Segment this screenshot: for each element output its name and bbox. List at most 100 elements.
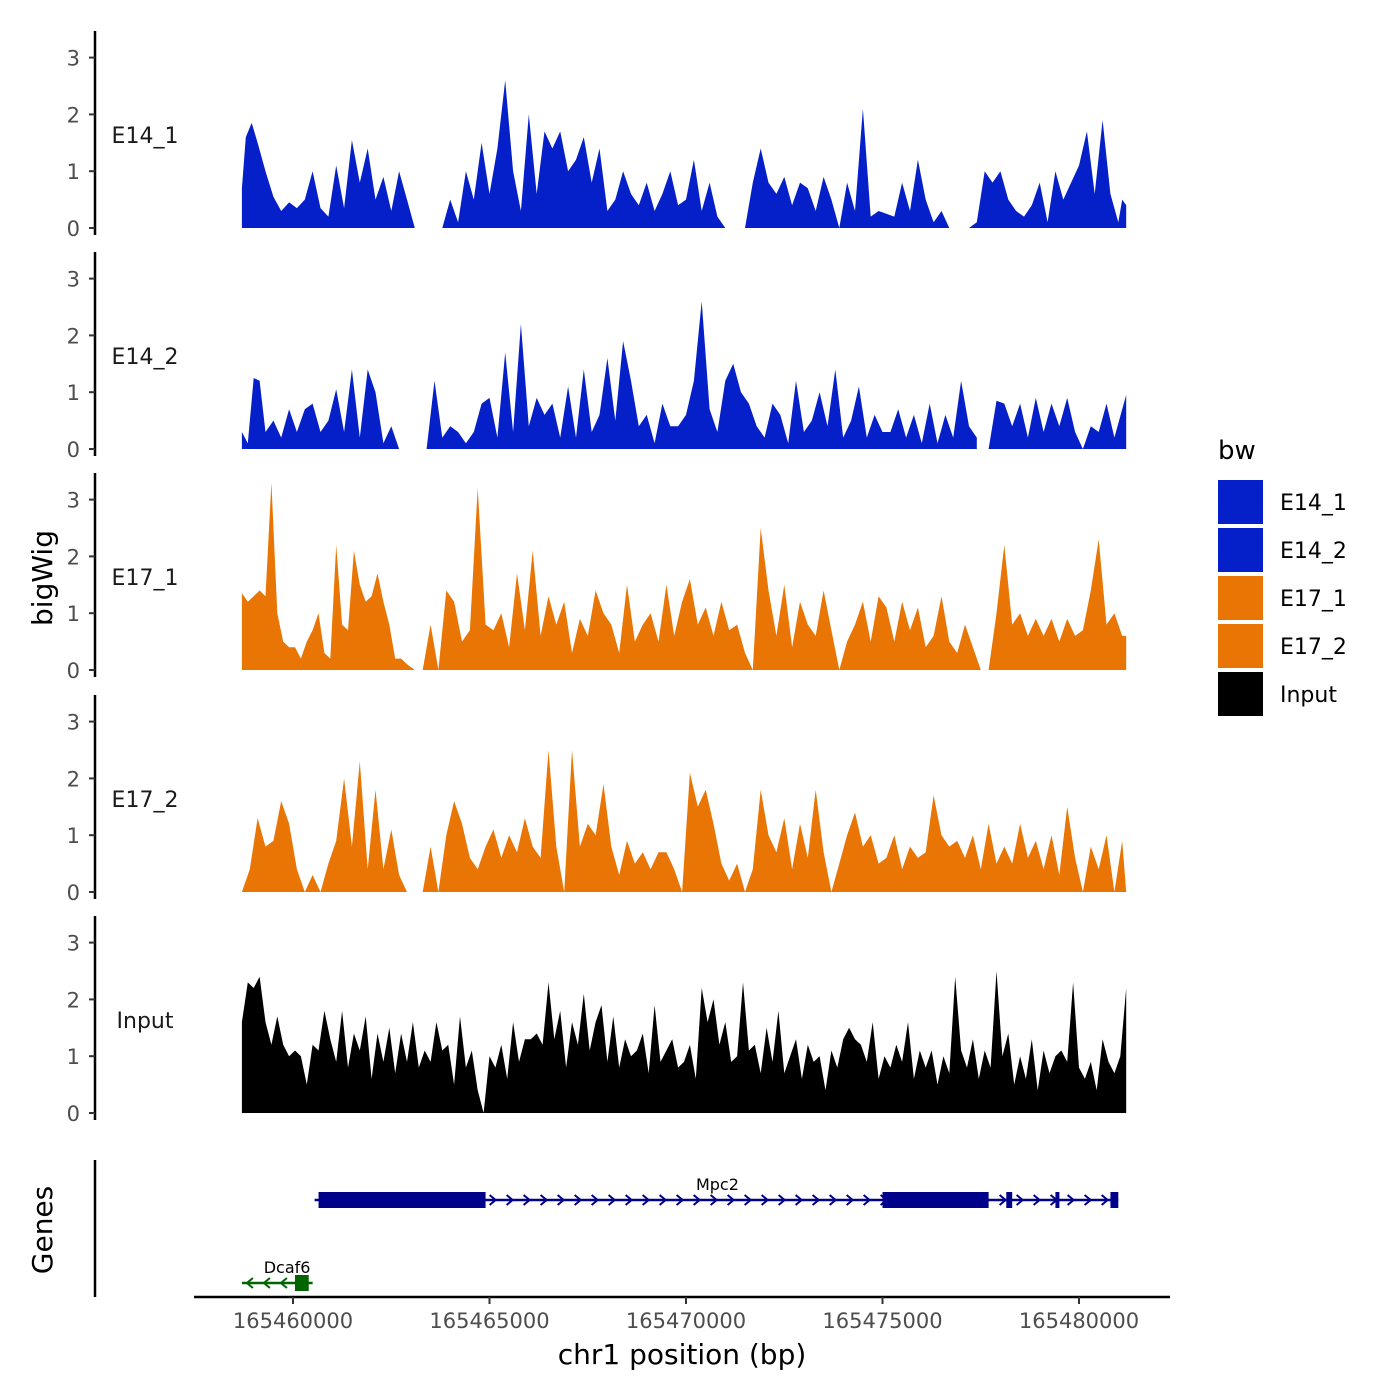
x-tick-label: 165475000 xyxy=(822,1309,942,1333)
strand-chevron xyxy=(590,1194,600,1206)
y-tick-label: 1 xyxy=(67,381,80,405)
x-tick-label: 165470000 xyxy=(626,1309,746,1333)
signal-area-E17_1 xyxy=(422,488,981,670)
y-tick-label: 2 xyxy=(67,767,80,791)
signal-area-E14_1 xyxy=(969,120,1127,228)
strand-chevron xyxy=(675,1194,685,1206)
strand-chevron xyxy=(262,1277,271,1289)
strand-chevron xyxy=(1066,1194,1076,1206)
strand-chevron xyxy=(556,1194,566,1206)
signal-area-E14_1 xyxy=(241,122,415,228)
exon-block xyxy=(294,1275,309,1291)
x-tick-label: 165465000 xyxy=(429,1309,549,1333)
exon-block xyxy=(1055,1192,1060,1208)
genes-axis-title: Genes xyxy=(26,1186,59,1274)
x-tick-label: 165460000 xyxy=(233,1309,353,1333)
y-tick-label: 2 xyxy=(67,103,80,127)
exon-block xyxy=(882,1192,989,1208)
strand-chevron xyxy=(862,1194,872,1206)
legend-swatch xyxy=(1218,624,1263,668)
legend-label: E17_1 xyxy=(1280,587,1347,612)
strand-chevron xyxy=(760,1194,770,1206)
y-tick-label: 2 xyxy=(67,988,80,1012)
track-label: E17_2 xyxy=(112,788,179,813)
x-axis-title: chr1 position (bp) xyxy=(558,1338,807,1371)
strand-chevron xyxy=(1083,1194,1093,1206)
gene-label: Dcaf6 xyxy=(264,1258,311,1277)
signal-area-Input xyxy=(241,971,1127,1113)
y-tick-label: 3 xyxy=(67,711,80,735)
exon-block xyxy=(318,1192,486,1208)
y-tick-label: 0 xyxy=(67,1102,80,1126)
y-tick-label: 1 xyxy=(67,160,80,184)
signal-area-E17_1 xyxy=(988,539,1127,670)
y-tick-label: 3 xyxy=(67,932,80,956)
strand-chevron xyxy=(1100,1194,1110,1206)
strand-chevron xyxy=(777,1194,787,1206)
gene-label: Mpc2 xyxy=(696,1175,739,1194)
x-axis: 165460000 165465000 165470000 165475000 1654… xyxy=(194,1295,1170,1333)
track-label: E14_2 xyxy=(112,345,179,370)
strand-chevron xyxy=(624,1194,634,1206)
y-tick-label: 3 xyxy=(67,268,80,292)
legend-swatch xyxy=(1218,528,1263,572)
strand-chevron xyxy=(794,1194,804,1206)
legend-label: E14_1 xyxy=(1280,491,1347,516)
y-tick-label: 1 xyxy=(67,602,80,626)
y-tick-label: 1 xyxy=(67,824,80,848)
track-label: Input xyxy=(117,1009,174,1034)
signal-area-E14_2 xyxy=(988,395,1127,449)
exon-block xyxy=(1006,1192,1013,1208)
strand-chevron xyxy=(743,1194,753,1206)
legend-item-E17_1: E17_1 xyxy=(1218,576,1347,620)
y-tick-label: 1 xyxy=(67,1045,80,1069)
legend-item-E17_2: E17_2 xyxy=(1218,624,1347,668)
track-E14_2: 0 1 2 3 E14_2 xyxy=(67,252,1127,462)
x-tick-label: 165480000 xyxy=(1019,1309,1139,1333)
strand-chevron xyxy=(811,1194,821,1206)
strand-chevron xyxy=(607,1194,617,1206)
y-tick-label: 0 xyxy=(67,881,80,905)
strand-chevron xyxy=(998,1194,1008,1206)
strand-chevron xyxy=(828,1194,838,1206)
exon-block xyxy=(1110,1192,1119,1208)
signal-area-E14_2 xyxy=(426,301,977,449)
gene-Mpc2: Mpc2 xyxy=(314,1175,1119,1208)
legend-label: E17_2 xyxy=(1280,635,1347,660)
strand-chevron xyxy=(505,1194,515,1206)
signal-area-E17_2 xyxy=(422,750,1127,892)
y-tick-label: 0 xyxy=(67,438,80,462)
legend: bw E14_1 E14_2 E17_1 E17_2 Input xyxy=(1218,436,1347,716)
track-E17_1: 0 1 2 3 E17_1 xyxy=(67,473,1127,683)
signal-area-E14_1 xyxy=(745,108,950,228)
y-tick-label: 3 xyxy=(67,47,80,71)
strand-chevron xyxy=(279,1277,288,1289)
strand-chevron xyxy=(245,1277,254,1289)
legend-item-E14_1: E14_1 xyxy=(1218,480,1347,524)
track-label: E17_1 xyxy=(112,566,179,591)
y-axis-title: bigWig xyxy=(26,530,59,626)
strand-chevron xyxy=(1032,1194,1042,1206)
signal-area-E14_1 xyxy=(442,80,726,228)
y-tick-label: 2 xyxy=(67,324,80,348)
track-E17_2: 0 1 2 3 E17_2 xyxy=(67,695,1127,905)
signal-area-E17_1 xyxy=(241,482,415,670)
legend-label: Input xyxy=(1280,683,1337,708)
strand-chevron xyxy=(658,1194,668,1206)
legend-swatch xyxy=(1218,576,1263,620)
strand-chevron xyxy=(692,1194,702,1206)
strand-chevron xyxy=(488,1194,498,1206)
strand-chevron xyxy=(522,1194,532,1206)
legend-swatch xyxy=(1218,672,1263,716)
strand-chevron xyxy=(641,1194,651,1206)
track-Input: 0 1 2 3 Input xyxy=(67,916,1127,1126)
y-tick-label: 2 xyxy=(67,545,80,569)
strand-chevron xyxy=(709,1194,719,1206)
legend-item-Input: Input xyxy=(1218,672,1337,716)
strand-chevron xyxy=(726,1194,736,1206)
legend-title: bw xyxy=(1218,436,1256,466)
track-label: E14_1 xyxy=(112,124,179,149)
strand-chevron xyxy=(845,1194,855,1206)
y-tick-label: 3 xyxy=(67,489,80,513)
